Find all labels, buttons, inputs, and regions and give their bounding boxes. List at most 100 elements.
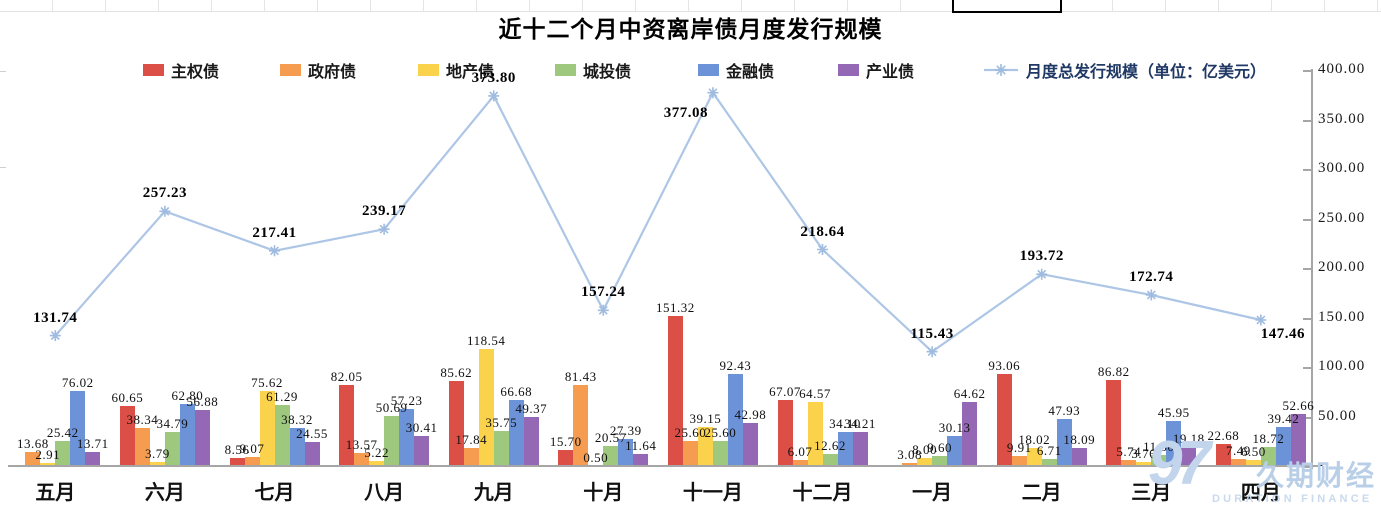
bar-政府债-二月[interactable] <box>1011 456 1027 466</box>
bar-主权债-三月[interactable] <box>1106 380 1122 466</box>
bar-城投债-十一月[interactable] <box>712 440 728 466</box>
bar-金融债-十一月[interactable] <box>727 374 743 466</box>
bar-金融债-三月[interactable] <box>1166 420 1182 466</box>
bar-政府债-四月[interactable] <box>1230 458 1246 466</box>
bar-城投债-四月[interactable] <box>1260 447 1276 466</box>
bar-地产债-十一月[interactable] <box>697 427 713 466</box>
legend-item-金融债[interactable]: 金融债 <box>698 58 774 82</box>
bar-城投债-十月[interactable] <box>603 445 619 466</box>
bar-政府债-八月[interactable] <box>354 452 370 466</box>
bar-地产债-四月[interactable] <box>1245 459 1261 466</box>
line-marker-star <box>1036 268 1048 280</box>
bar-value-label: 6.50 <box>1241 443 1266 459</box>
bar-城投债-二月[interactable] <box>1041 459 1057 466</box>
bar-金融债-一月[interactable] <box>947 436 963 466</box>
bar-金融债-二月[interactable] <box>1056 418 1072 466</box>
bar-产业债-九月[interactable] <box>523 417 539 466</box>
bar-value-label: 5.74 <box>1116 444 1142 460</box>
bar-城投债-十二月[interactable] <box>822 453 838 466</box>
legend-item-主权债[interactable]: 主权债 <box>143 58 219 82</box>
bar-产业债-一月[interactable] <box>962 402 978 466</box>
bar-城投债-九月[interactable] <box>493 430 509 466</box>
y-axis-tick-label: 250.00 <box>1318 209 1366 226</box>
legend-item-地产债[interactable]: 地产债 <box>418 58 494 82</box>
bar-地产债-三月[interactable] <box>1136 462 1152 466</box>
bar-金融债-五月[interactable] <box>70 390 86 466</box>
line-marker-star <box>926 346 938 358</box>
bar-城投债-七月[interactable] <box>274 405 290 466</box>
bar-value-label: 66.68 <box>500 383 533 399</box>
bar-产业债-十二月[interactable] <box>852 432 868 466</box>
bar-政府债-九月[interactable] <box>463 448 479 466</box>
bar-value-label: 3.08 <box>897 446 922 462</box>
bar-value-label: 9.07 <box>239 441 265 457</box>
bar-产业债-二月[interactable] <box>1071 448 1087 466</box>
bar-value-label: 61.29 <box>266 389 298 405</box>
bar-主权债-七月[interactable] <box>229 457 245 466</box>
bar-主权债-十月[interactable] <box>558 450 574 466</box>
bar-主权债-二月[interactable] <box>996 373 1012 466</box>
bar-城投债-三月[interactable] <box>1151 454 1167 466</box>
bar-地产债-八月[interactable] <box>369 460 385 466</box>
bar-城投债-八月[interactable] <box>384 415 400 466</box>
legend-item-城投债[interactable]: 城投债 <box>555 58 631 82</box>
bar-金融债-四月[interactable] <box>1275 426 1291 466</box>
bar-地产债-六月[interactable] <box>149 462 165 466</box>
bar-地产债-二月[interactable] <box>1026 448 1042 466</box>
bar-主权债-六月[interactable] <box>119 405 135 466</box>
bar-主权债-九月[interactable] <box>448 381 464 466</box>
y-axis-tick-label: 150.00 <box>1318 308 1366 325</box>
bar-政府债-一月[interactable] <box>902 462 918 466</box>
bar-金融债-十月[interactable] <box>618 438 634 466</box>
bar-政府债-十二月[interactable] <box>792 459 808 466</box>
legend-item-total-line[interactable]: 月度总发行规模（单位：亿美元） <box>983 58 1266 82</box>
bar-产业债-十月[interactable] <box>633 454 649 466</box>
bar-城投债-一月[interactable] <box>932 456 948 466</box>
bar-金融债-八月[interactable] <box>399 409 415 466</box>
y-axis-tick-label: 400.00 <box>1318 61 1366 77</box>
bar-产业债-五月[interactable] <box>85 452 101 466</box>
bar-地产债-五月[interactable] <box>40 463 56 466</box>
legend-label: 月度总发行规模（单位：亿美元） <box>1026 64 1267 81</box>
month-label-三月: 三月 <box>1131 482 1172 504</box>
bar-金融债-七月[interactable] <box>289 428 305 466</box>
legend-item-政府债[interactable]: 政府债 <box>280 58 356 82</box>
bar-产业债-十一月[interactable] <box>742 423 758 466</box>
bar-value-label: 15.70 <box>549 434 582 450</box>
bar-产业债-八月[interactable] <box>414 435 430 466</box>
legend-item-产业债[interactable]: 产业债 <box>838 58 914 82</box>
bar-产业债-七月[interactable] <box>304 441 320 466</box>
total-line[interactable] <box>54 90 1262 354</box>
bar-地产债-一月[interactable] <box>917 458 933 466</box>
bar-地产债-九月[interactable] <box>478 348 494 466</box>
bar-主权债-八月[interactable] <box>339 384 355 466</box>
bar-政府债-五月[interactable] <box>25 452 41 466</box>
bar-政府债-三月[interactable] <box>1121 460 1137 466</box>
bar-地产债-七月[interactable] <box>259 391 275 466</box>
selected-cell-outline[interactable] <box>952 0 1062 13</box>
bar-城投债-六月[interactable] <box>164 431 180 466</box>
bar-金融债-九月[interactable] <box>508 399 524 466</box>
bar-地产债-十二月[interactable] <box>807 402 823 466</box>
bar-产业债-六月[interactable] <box>194 409 210 466</box>
bar-金融债-十二月[interactable] <box>837 432 853 466</box>
line-value-label: 218.64 <box>800 223 845 240</box>
bar-城投债-五月[interactable] <box>55 440 71 466</box>
month-label-九月: 九月 <box>473 482 514 504</box>
bar-产业债-三月[interactable] <box>1181 447 1197 466</box>
line-value-label: 239.17 <box>361 203 407 220</box>
line-value-label: 172.74 <box>1129 268 1174 285</box>
bar-主权债-四月[interactable] <box>1215 443 1231 466</box>
bar-政府债-十一月[interactable] <box>682 440 698 466</box>
bar-value-label: 12.62 <box>814 437 846 453</box>
bar-政府债-七月[interactable] <box>244 457 260 466</box>
bar-主权债-十二月[interactable] <box>777 399 793 466</box>
bar-value-label: 18.02 <box>1018 432 1051 448</box>
bar-政府债-六月[interactable] <box>134 428 150 466</box>
bar-主权债-十一月[interactable] <box>667 316 683 466</box>
legend-swatch <box>418 64 439 76</box>
bar-政府债-十月[interactable] <box>573 385 589 466</box>
bar-金融债-六月[interactable] <box>179 403 195 466</box>
bar-产业债-四月[interactable] <box>1290 413 1306 466</box>
